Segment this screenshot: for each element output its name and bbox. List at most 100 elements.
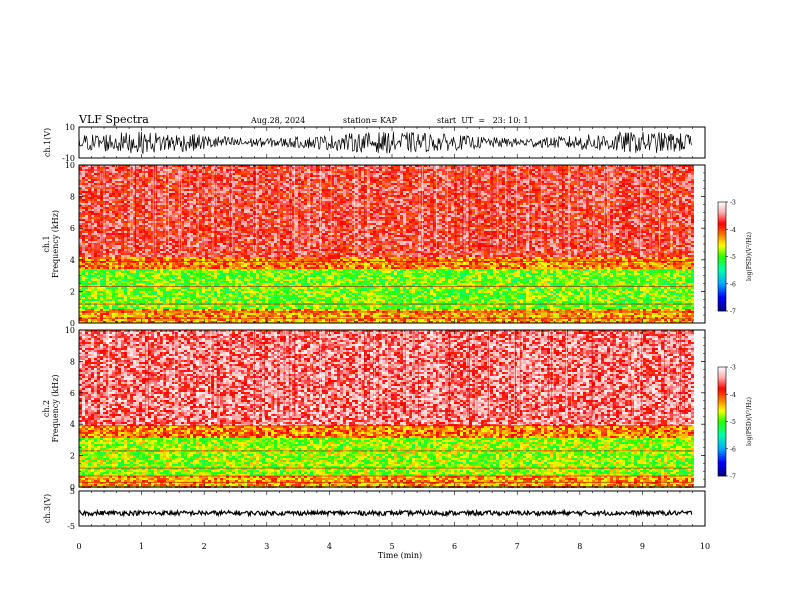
spectrogram-cell <box>211 199 214 201</box>
spectrogram-cell <box>571 171 574 173</box>
spectrogram-cell <box>208 205 211 207</box>
spectrogram-cell <box>355 193 358 195</box>
spectrogram-cell <box>343 171 346 173</box>
spectrogram-cell <box>238 189 241 191</box>
spectrogram-cell <box>286 199 289 201</box>
spectrogram-cell <box>211 213 214 215</box>
spectrogram-cell <box>157 173 160 175</box>
spectrogram-cell <box>97 213 100 215</box>
spectrogram-cell <box>616 201 619 203</box>
spectrogram-cell <box>652 191 655 193</box>
spectrogram-cell <box>82 191 85 193</box>
spectrogram-cell <box>394 189 397 191</box>
spectrogram-cell <box>565 173 568 175</box>
spectrogram-cell <box>172 189 175 191</box>
spectrogram-cell <box>412 211 415 213</box>
spectrogram-cell <box>466 181 469 183</box>
spectrogram-cell <box>676 211 679 213</box>
spectrogram-cell <box>547 185 550 187</box>
spectrogram-cell <box>325 187 328 189</box>
spectrogram-cell <box>262 169 265 171</box>
spectrogram-cell <box>259 177 262 179</box>
spectrogram-cell <box>400 181 403 183</box>
spectrogram-cell <box>595 177 598 179</box>
spectrogram-cell <box>169 181 172 183</box>
spectrogram-cell <box>262 197 265 199</box>
spectrogram-cell <box>634 199 637 201</box>
spectrogram-cell <box>241 181 244 183</box>
spectrogram-cell <box>691 187 694 189</box>
spectrogram-cell <box>661 183 664 185</box>
spectrogram-cell <box>391 203 394 205</box>
spectrogram-cell <box>619 191 622 193</box>
spectrogram-cell <box>427 193 430 195</box>
spectrogram-cell <box>511 209 514 211</box>
spectrogram-cell <box>646 199 649 201</box>
spectrogram-cell <box>148 195 151 197</box>
spectrogram-cell <box>673 177 676 179</box>
spectrogram-cell <box>94 185 97 187</box>
spectrogram-cell <box>97 175 100 177</box>
spectrogram-cell <box>244 179 247 181</box>
spectrogram-cell <box>655 189 658 191</box>
spectrogram-cell <box>523 181 526 183</box>
spectrogram-cell <box>676 183 679 185</box>
spectrogram-cell <box>316 185 319 187</box>
spectrogram-cell <box>565 169 568 171</box>
spectrogram-cell <box>589 173 592 175</box>
spectrogram-cell <box>184 207 187 209</box>
spectrogram-cell <box>106 185 109 187</box>
spectrogram-cell <box>208 181 211 183</box>
spectrogram-cell <box>361 179 364 181</box>
spectrogram-cell <box>184 193 187 195</box>
spectrogram-cell <box>235 179 238 181</box>
spectrogram-cell <box>88 185 91 187</box>
spectrogram-cell <box>439 191 442 193</box>
spectrogram-cell <box>520 207 523 209</box>
spectrogram-cell <box>316 189 319 191</box>
spectrogram-cell <box>190 209 193 211</box>
spectrogram-cell <box>685 197 688 199</box>
spectrogram-cell <box>574 205 577 207</box>
spectrogram-cell <box>241 197 244 199</box>
spectrogram-cell <box>361 167 364 169</box>
spectrogram-cell <box>277 191 280 193</box>
spectrogram-cell <box>691 171 694 173</box>
spectrogram-cell <box>346 209 349 211</box>
spectrogram-cell <box>400 209 403 211</box>
spectrogram-cell <box>643 193 646 195</box>
spectrogram-cell <box>664 209 667 211</box>
spectrogram-cell <box>544 195 547 197</box>
spectrogram-cell <box>382 179 385 181</box>
spectrogram-cell <box>376 193 379 195</box>
spectrogram-cell <box>394 201 397 203</box>
spectrogram-cell <box>595 187 598 189</box>
spectrogram-cell <box>169 199 172 201</box>
spectrogram-cell <box>652 179 655 181</box>
spectrogram-cell <box>220 199 223 201</box>
spectrogram-cell <box>622 195 625 197</box>
spectrogram-cell <box>337 197 340 199</box>
spectrogram-cell <box>370 199 373 201</box>
spectrogram-cell <box>271 209 274 211</box>
spectrogram-cell <box>520 197 523 199</box>
spectrogram-cell <box>106 177 109 179</box>
spectrogram-cell <box>406 201 409 203</box>
spectrogram-cell <box>337 167 340 169</box>
spectrogram-cell <box>211 175 214 177</box>
spectrogram-cell <box>136 203 139 205</box>
spectrogram-cell <box>172 173 175 175</box>
spectrogram-cell <box>487 179 490 181</box>
spectrogram-cell <box>538 199 541 201</box>
spectrogram-cell <box>175 197 178 199</box>
spectrogram-cell <box>199 171 202 173</box>
spectrogram-cell <box>646 179 649 181</box>
spectrogram-cell <box>259 171 262 173</box>
spectrogram-cell <box>469 169 472 171</box>
spectrogram-cell <box>361 197 364 199</box>
spectrogram-cell <box>577 175 580 177</box>
spectrogram-cell <box>679 205 682 207</box>
spectrogram-cell <box>169 193 172 195</box>
spectrogram-cell <box>157 171 160 173</box>
spectrogram-cell <box>685 191 688 193</box>
